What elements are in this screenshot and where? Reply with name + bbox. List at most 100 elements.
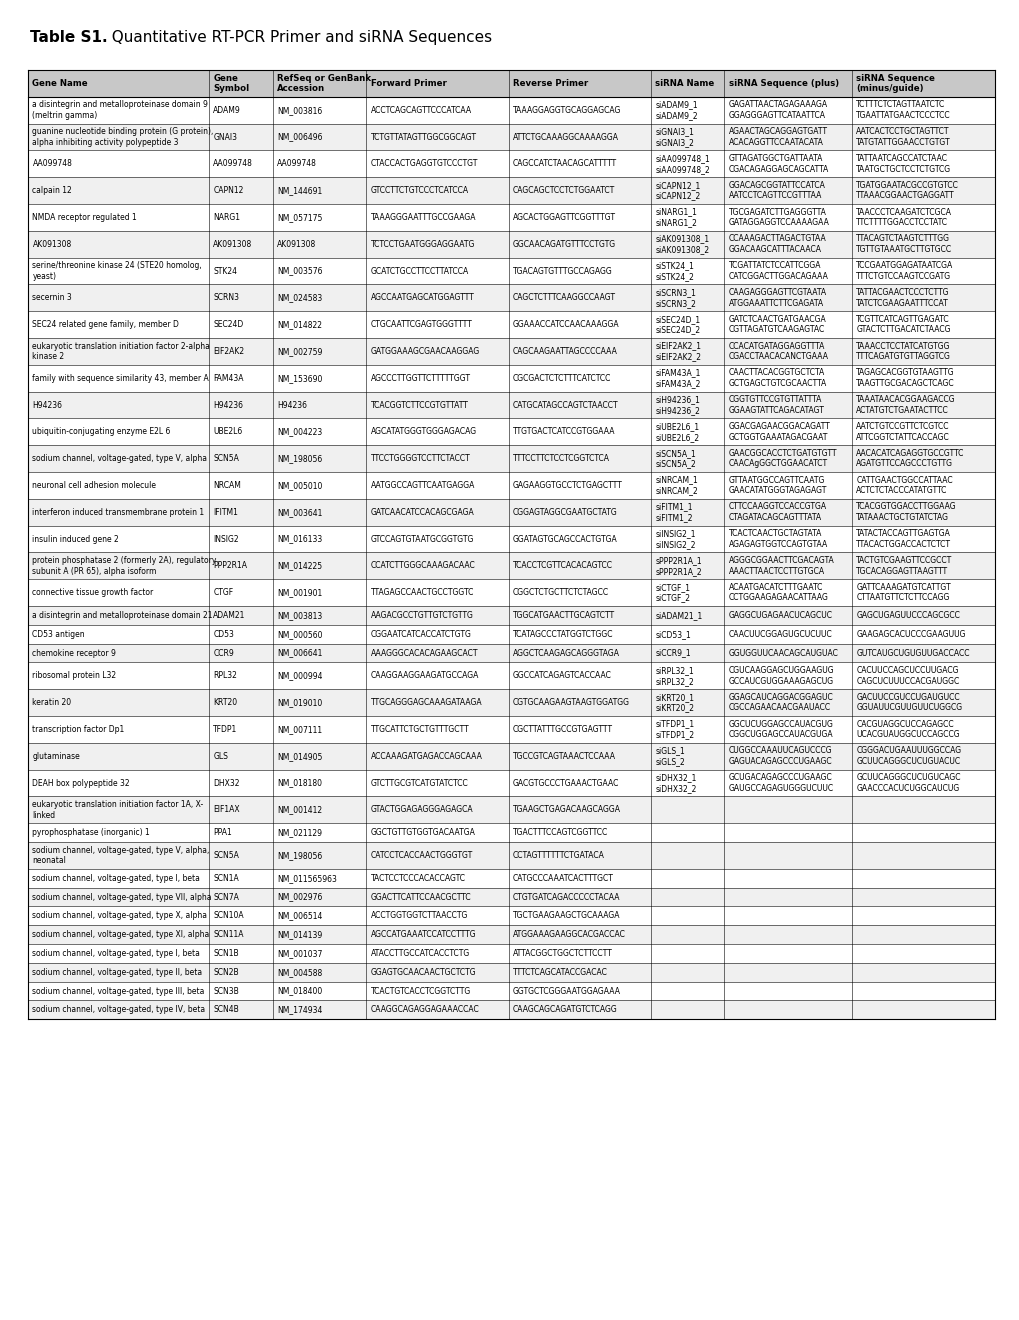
Text: NM_198056: NM_198056 [277, 454, 322, 463]
Text: NM_001037: NM_001037 [277, 949, 322, 958]
Text: GTTAATGGCCAGTTCAATG
GAACATATGGGTAGAGAGT: GTTAATGGCCAGTTCAATG GAACATATGGGTAGAGAGT [728, 475, 826, 495]
Text: CAGCCATCTAACAGCATTTTT: CAGCCATCTAACAGCATTTTT [513, 160, 616, 169]
Text: GGTGCTCGGGAATGGAGAAA: GGTGCTCGGGAATGGAGAAA [513, 986, 621, 995]
Text: siUBE2L6_1
siUBE2L6_2: siUBE2L6_1 siUBE2L6_2 [654, 422, 699, 442]
Text: TCACTCAACTGCTAGTATA
AGAGAGTGGTCCAGTGTAA: TCACTCAACTGCTAGTATA AGAGAGTGGTCCAGTGTAA [728, 529, 827, 549]
Text: CTGTGATCAGACCCCCTACAA: CTGTGATCAGACCCCCTACAA [513, 892, 620, 902]
Text: GGCUCUGGAGCCAUACGUG
CGGCUGGAGCCAUACGUGA: GGCUCUGGAGCCAUACGUG CGGCUGGAGCCAUACGUGA [728, 719, 833, 739]
Text: AGCACTGGAGTTCGGTTTGT: AGCACTGGAGTTCGGTTTGT [513, 213, 615, 222]
Text: FAM43A: FAM43A [213, 374, 244, 383]
Text: interferon induced transmembrane protein 1: interferon induced transmembrane protein… [33, 508, 205, 516]
Text: TTTCCTTCTCCTCGGTCTCA: TTTCCTTCTCCTCGGTCTCA [513, 454, 609, 463]
Text: CCATCTTGGGCAAAGACAAC: CCATCTTGGGCAAAGACAAC [371, 561, 475, 570]
Text: CUGGCCAAAUUCAGUCCCG
GAGUACAGAGCCCUGAAGC: CUGGCCAAAUUCAGUCCCG GAGUACAGAGCCCUGAAGC [728, 746, 832, 766]
Bar [28, 644, 994, 663]
Text: TCTCCTGAATGGGAGGAATG: TCTCCTGAATGGGAGGAATG [371, 240, 475, 248]
Bar [28, 842, 994, 869]
Text: NM_000560: NM_000560 [277, 630, 322, 639]
Text: GATTCAAAGATGTCATTGT
CTTAATGTTCTCTTCCAGG: GATTCAAAGATGTCATTGT CTTAATGTTCTCTTCCAGG [856, 582, 950, 602]
Text: AK091308: AK091308 [33, 240, 71, 248]
Text: GACGTGCCCTGAAACTGAAC: GACGTGCCCTGAAACTGAAC [513, 779, 619, 788]
Text: TCACGGTCTTCCGTGTTATT: TCACGGTCTTCCGTGTTATT [371, 400, 469, 409]
Text: siCCR9_1: siCCR9_1 [654, 648, 690, 657]
Text: SEC24D: SEC24D [213, 321, 244, 329]
Text: UBE2L6: UBE2L6 [213, 428, 243, 437]
Text: CAGCAGCTCCTCTGGAATCT: CAGCAGCTCCTCTGGAATCT [513, 186, 614, 195]
Text: GUTCAUGCUGUGUUGACCACC: GUTCAUGCUGUGUUGACCACC [856, 648, 969, 657]
Text: ribosomal protein L32: ribosomal protein L32 [33, 672, 116, 680]
Text: NM_007111: NM_007111 [277, 725, 322, 734]
Text: EIF1AX: EIF1AX [213, 805, 239, 814]
Text: DHX32: DHX32 [213, 779, 239, 788]
Text: siNARG1_1
siNARG1_2: siNARG1_1 siNARG1_2 [654, 207, 696, 227]
Text: NM_174934: NM_174934 [277, 1006, 322, 1014]
Text: NM_006496: NM_006496 [277, 132, 322, 141]
Text: GAACGGCACCTCTGATGTGTT
CAACAgGGCTGGAACATCT: GAACGGCACCTCTGATGTGTT CAACAgGGCTGGAACATC… [728, 449, 837, 469]
Text: TCCGAATGGAGATAATCGA
TTTCTGTCCAAGTCCGATG: TCCGAATGGAGATAATCGA TTTCTGTCCAAGTCCGATG [856, 261, 953, 281]
Text: TAACCCTCAAGATCTCGCA
TTCTTTTGGACCTCCTATC: TAACCCTCAAGATCTCGCA TTCTTTTGGACCTCCTATC [856, 207, 952, 227]
Text: siRNA Name: siRNA Name [654, 79, 713, 88]
Text: GATGGAAAGCGAACAAGGAG: GATGGAAAGCGAACAAGGAG [371, 347, 480, 356]
Text: CTGF: CTGF [213, 589, 233, 597]
Text: siCTGF_1
siCTGF_2: siCTGF_1 siCTGF_2 [654, 582, 690, 602]
Text: neuronal cell adhesion molecule: neuronal cell adhesion molecule [33, 480, 156, 490]
Text: siRNA Sequence
(minus/guide): siRNA Sequence (minus/guide) [856, 74, 934, 94]
Text: AAAGGGCACACAGAAGCACT: AAAGGGCACACAGAAGCACT [371, 648, 478, 657]
Text: TGATGGAATACGCCGTGTCC
TTAAACGGAACTGAGGATT: TGATGGAATACGCCGTGTCC TTAAACGGAACTGAGGATT [856, 181, 958, 201]
Text: a disintegrin and metalloproteinase domain 21: a disintegrin and metalloproteinase doma… [33, 611, 213, 620]
Text: CD53: CD53 [213, 630, 234, 639]
Text: chemokine receptor 9: chemokine receptor 9 [33, 648, 116, 657]
Text: CATGCCCAAATCACTTTGCT: CATGCCCAAATCACTTTGCT [513, 874, 613, 883]
Text: TTTCTCAGCATACCGACAC: TTTCTCAGCATACCGACAC [513, 968, 607, 977]
Text: RefSeq or GenBank
Accession: RefSeq or GenBank Accession [277, 74, 371, 94]
Text: GCUGACAGAGCCCUGAAGC
GAUGCCAGAGUGGGUCUUC: GCUGACAGAGCCCUGAAGC GAUGCCAGAGUGGGUCUUC [728, 774, 834, 793]
Text: ADAM9: ADAM9 [213, 106, 240, 115]
Text: siNRCAM_1
siNRCAM_2: siNRCAM_1 siNRCAM_2 [654, 475, 697, 495]
Text: NM_014225: NM_014225 [277, 561, 322, 570]
Text: SCN10A: SCN10A [213, 911, 244, 920]
Text: PPP2R1A: PPP2R1A [213, 561, 247, 570]
Text: ubiquitin-conjugating enzyme E2L 6: ubiquitin-conjugating enzyme E2L 6 [33, 428, 171, 437]
Text: SCN3B: SCN3B [213, 986, 238, 995]
Text: TTGTGACTCATCCGTGGAAA: TTGTGACTCATCCGTGGAAA [513, 428, 615, 437]
Text: SCN2B: SCN2B [213, 968, 238, 977]
Text: siCAPN12_1
siCAPN12_2: siCAPN12_1 siCAPN12_2 [654, 181, 700, 201]
Text: eukaryotic translation initiation factor 1A, X-
linked: eukaryotic translation initiation factor… [33, 800, 204, 820]
Text: TGCGAGATCTTGAGGGTTA
GATAGGAGGTCCAAAAGAA: TGCGAGATCTTGAGGGTTA GATAGGAGGTCCAAAAGAA [728, 207, 828, 227]
Text: CCR9: CCR9 [213, 648, 233, 657]
Text: CATTGAACTGGCCATTAAC
ACTCTCTACCCATATGTTC: CATTGAACTGGCCATTAAC ACTCTCTACCCATATGTTC [856, 475, 952, 495]
Text: siINSIG2_1
siINSIG2_2: siINSIG2_1 siINSIG2_2 [654, 529, 695, 549]
Text: calpain 12: calpain 12 [33, 186, 72, 195]
Text: sodium channel, voltage-gated, type V, alpha,
neonatal: sodium channel, voltage-gated, type V, a… [33, 846, 210, 866]
Text: CTACCACTGAGGTGTCCCTGT: CTACCACTGAGGTGTCCCTGT [371, 160, 478, 169]
Text: NM_006641: NM_006641 [277, 648, 322, 657]
Text: sPPP2R1A_1
sPPP2R1A_2: sPPP2R1A_1 sPPP2R1A_2 [654, 556, 701, 576]
Text: siAA099748_1
siAA099748_2: siAA099748_1 siAA099748_2 [654, 154, 709, 174]
Bar [28, 743, 994, 770]
Text: TATTACGAACTCCCTCTTG
TATCTCGAAGAATTTCCAT: TATTACGAACTCCCTCTTG TATCTCGAAGAATTTCCAT [856, 288, 949, 308]
Text: CCAAAGACTTAGACTGTAA
GGACAAGCATTTACAACА: CCAAAGACTTAGACTGTAA GGACAAGCATTTACAACА [728, 235, 825, 253]
Text: TAAACCTCCTATCATGTGG
TTTCAGATGTGTTAGGTCG: TAAACCTCCTATCATGTGG TTTCAGATGTGTTAGGTCG [856, 342, 951, 362]
Text: AGCCATGAAATCCATCCTTTG: AGCCATGAAATCCATCCTTTG [371, 931, 476, 939]
Text: siFITM1_1
siFITM1_2: siFITM1_1 siFITM1_2 [654, 503, 692, 523]
Text: TCATAGCCCTATGGTCTGGC: TCATAGCCCTATGGTCTGGC [513, 630, 613, 639]
Text: CGUCAAGGAGCUGGAAGUG
GCCAUCGUGGAAAGAGCUG: CGUCAAGGAGCUGGAAGUG GCCAUCGUGGAAAGAGCUG [728, 665, 834, 685]
Text: NM_003641: NM_003641 [277, 508, 322, 516]
Text: AGCCCTTGGTTCTTTTTGGT: AGCCCTTGGTTCTTTTTGGT [371, 374, 471, 383]
Text: NM_004588: NM_004588 [277, 968, 322, 977]
Text: TAGAGCACGGTGTAAGTTG
TAAGTTGCGACAGCTCAGC: TAGAGCACGGTGTAAGTTG TAAGTTGCGACAGCTCAGC [856, 368, 954, 388]
Text: Reverse Primer: Reverse Primer [513, 79, 588, 88]
Text: SCN5A: SCN5A [213, 851, 239, 859]
Text: AGGGCGGAACTTCGACAGTA
AAACTTAACTCCTTGTGCA: AGGGCGGAACTTCGACAGTA AAACTTAACTCCTTGTGCA [728, 556, 834, 576]
Text: CAGCAAGAATTAGCCCCAAA: CAGCAAGAATTAGCCCCAAA [513, 347, 618, 356]
Text: DEAH box polypeptide 32: DEAH box polypeptide 32 [33, 779, 130, 788]
Text: siH94236_1
siH94236_2: siH94236_1 siH94236_2 [654, 395, 699, 414]
Text: ATGGAAAGAAGGCACGACCAC: ATGGAAAGAAGGCACGACCAC [513, 931, 626, 939]
Bar [28, 499, 994, 525]
Bar [28, 962, 994, 982]
Text: glutaminase: glutaminase [33, 751, 81, 760]
Text: AATGGCCAGTTCAATGAGGA: AATGGCCAGTTCAATGAGGA [371, 480, 475, 490]
Text: AAGACGCCTGTTGTCTGTTG: AAGACGCCTGTTGTCTGTTG [371, 611, 474, 620]
Text: siKRT20_1
siKRT20_2: siKRT20_1 siKRT20_2 [654, 693, 694, 713]
Text: NM_014822: NM_014822 [277, 321, 322, 329]
